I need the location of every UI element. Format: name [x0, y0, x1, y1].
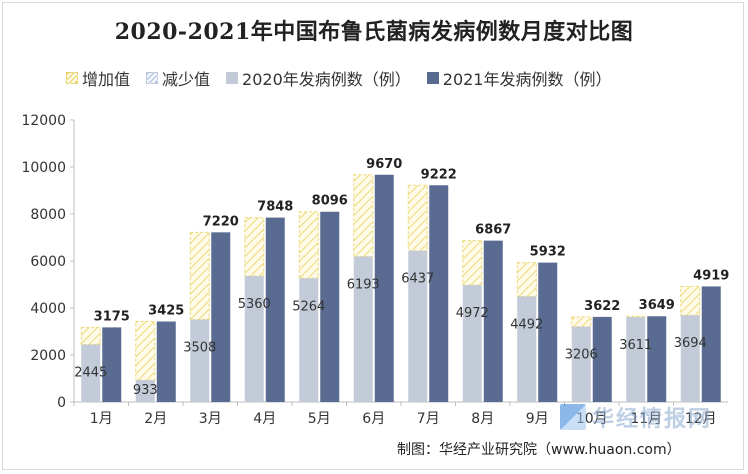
bar-2021: [102, 327, 122, 402]
x-tick-label: 6月: [362, 411, 385, 427]
data-label-2021: 9670: [366, 157, 402, 172]
data-label-2021: 5932: [530, 245, 566, 260]
x-tick-label: 9月: [526, 411, 549, 427]
legend-item-decrease: 减少值: [146, 66, 210, 90]
y-tick-label: 8000: [30, 207, 66, 223]
bar-2021: [429, 185, 449, 402]
bar-2021: [156, 321, 176, 402]
bar-2021: [265, 217, 285, 402]
legend-swatch-increase: [66, 72, 78, 84]
bar-2021: [483, 240, 503, 402]
data-label-2020: 933: [133, 383, 158, 398]
increase-band: [353, 174, 374, 257]
data-label-2020: 4972: [456, 306, 489, 321]
data-label-2021: 6867: [475, 223, 511, 238]
x-tick-label: 5月: [308, 411, 331, 427]
data-label-2021: 3622: [584, 299, 620, 314]
x-tick-label: 1月: [90, 411, 113, 427]
legend-label-decrease: 减少值: [162, 70, 211, 89]
bar-2020: [299, 278, 319, 402]
increase-band: [135, 321, 156, 381]
increase-band: [462, 240, 483, 286]
data-label-2020: 6437: [401, 272, 434, 287]
bar-2021: [320, 211, 340, 402]
watermark-text: 华经情报网: [592, 407, 713, 432]
data-label-2021: 7848: [257, 200, 293, 215]
legend-item-2021: 2021年发病例数（例）: [426, 66, 612, 90]
data-label-2021: 3425: [148, 304, 184, 319]
data-label-2021: 3649: [639, 298, 675, 313]
bar-2020: [571, 326, 591, 402]
data-label-2021: 4919: [693, 268, 729, 283]
watermark: 华经情报网: [560, 401, 712, 433]
data-label-2020: 4492: [510, 317, 543, 332]
legend-item-2020: 2020年发病例数（例）: [226, 66, 411, 90]
bar-2021: [647, 316, 667, 402]
data-label-2020: 6193: [347, 277, 380, 292]
increase-band: [571, 316, 592, 328]
bar-2020: [517, 296, 537, 402]
bar-2020: [353, 256, 373, 402]
bar-2020: [626, 317, 646, 402]
legend-swatch-2020: [226, 72, 239, 84]
y-tick-label: 12000: [21, 113, 66, 129]
legend-label-increase: 增加值: [82, 70, 131, 89]
data-label-2021: 9222: [421, 167, 457, 182]
bar-2021: [211, 232, 231, 402]
data-label-2020: 3694: [674, 336, 707, 351]
x-tick-label: 8月: [471, 411, 494, 427]
increase-band: [80, 326, 101, 346]
y-tick-label: 6000: [30, 254, 66, 270]
legend-item-increase: 增加值: [66, 66, 130, 90]
source-note: 制图：华经产业研究院（www.huaon.com）: [397, 442, 681, 458]
bar-2020: [680, 315, 700, 402]
bar-2020: [81, 344, 101, 402]
y-tick-label: 10000: [21, 160, 66, 176]
x-tick-label: 7月: [417, 411, 440, 427]
data-label-2020: 5264: [292, 299, 325, 314]
x-tick-label: 12月: [685, 411, 717, 427]
watermark-logo-icon: [560, 404, 586, 430]
data-label-2020: 3611: [619, 338, 652, 353]
x-tick-label: 2月: [144, 411, 167, 427]
bar-2020: [190, 319, 210, 402]
bar-2021: [592, 316, 612, 402]
legend-swatch-decrease: [146, 72, 159, 84]
bar-2021: [538, 262, 558, 402]
chart-legend: 增加值 减少值 2020年发病例数（例） 2021年发病例数（例）: [66, 66, 628, 90]
increase-band: [680, 285, 701, 316]
data-label-2020: 3206: [565, 348, 598, 363]
y-tick-label: 2000: [30, 348, 66, 364]
increase-band: [625, 315, 646, 318]
bar-2020: [408, 250, 428, 402]
bar-2020: [135, 380, 155, 402]
data-label-2020: 2445: [74, 366, 107, 381]
x-tick-label: 4月: [253, 411, 276, 427]
chart-title: 2020-2021年中国布鲁氏菌病发病例数月度对比图: [114, 19, 634, 45]
legend-swatch-2021: [426, 72, 439, 84]
legend-label-2021: 2021年发病例数（例）: [442, 70, 612, 89]
legend-label-2020: 2020年发病例数（例）: [242, 70, 411, 89]
data-label-2020: 5360: [238, 297, 271, 312]
bar-2020: [244, 276, 264, 402]
increase-band: [516, 262, 537, 297]
y-tick-label: 0: [57, 395, 66, 411]
bar-2021: [701, 286, 721, 402]
data-label-2021: 7220: [203, 214, 239, 229]
bar-2021: [374, 174, 394, 402]
increase-band: [189, 231, 210, 321]
y-tick-label: 4000: [30, 301, 66, 317]
increase-band: [244, 217, 265, 277]
increase-band: [407, 184, 428, 252]
data-label-2021: 8096: [312, 194, 348, 209]
x-tick-label: 11月: [630, 411, 662, 427]
data-label-2021: 3175: [94, 309, 130, 324]
x-tick-label: 3月: [199, 411, 222, 427]
data-label-2020: 3508: [183, 341, 216, 356]
increase-band: [298, 211, 319, 279]
bar-2020: [462, 285, 482, 402]
